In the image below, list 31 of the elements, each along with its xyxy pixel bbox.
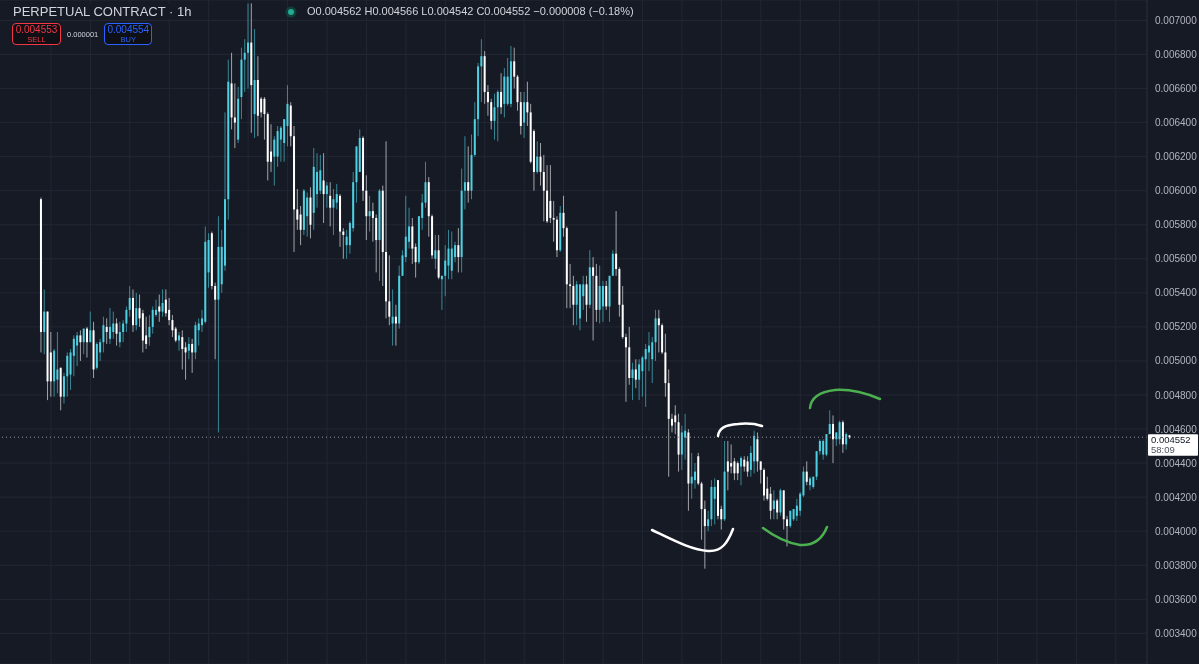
y-tick-label: 0.004800 (1155, 389, 1198, 401)
y-tick-label: 0.004600 (1155, 423, 1198, 435)
y-tick-label: 0.003400 (1155, 627, 1198, 639)
y-tick-label: 0.006000 (1155, 185, 1198, 197)
y-tick-label: 0.004400 (1155, 457, 1198, 469)
annotation: 0.004553 (15, 23, 58, 35)
text: 58:09 (1151, 443, 1175, 455)
y-tick-label: 0.006600 (1155, 83, 1198, 95)
candlestick (786, 515, 789, 548)
y-tick-label: 0.006200 (1155, 151, 1198, 163)
y-tick-label: 0.007000 (1155, 14, 1198, 26)
y-tick-label: 0.005000 (1155, 355, 1198, 367)
y-tick-label: 0.006800 (1155, 49, 1198, 61)
y-tick-label: 0.005600 (1155, 253, 1198, 265)
ref-line-label: 0.004552 (1151, 434, 1191, 446)
y-tick-label: 0.005800 (1155, 219, 1198, 231)
y-tick-label: 0.003600 (1155, 593, 1198, 605)
annotation: O0.004562 H0.004566 L0.004542 C0.004552 −0.000008 (−0.18%) (304, 5, 637, 17)
candlestick (178, 331, 180, 352)
chart-title: PERPETUAL CONTRACT · 1h (10, 4, 195, 19)
candlestick (740, 455, 742, 486)
y-tick-label: 0.004200 (1155, 491, 1198, 503)
y-tick-label: 0.005200 (1155, 321, 1198, 333)
y-tick-label: 0.005400 (1155, 287, 1198, 299)
y-tick-label: 0.003800 (1155, 559, 1198, 571)
y-tick-label: 0.004000 (1155, 525, 1198, 537)
annotation: 0.004554 (107, 23, 150, 35)
candlestick (247, 2, 250, 90)
y-tick-label: 0.006400 (1155, 117, 1198, 129)
candlestick (693, 462, 696, 490)
candlestick (670, 413, 673, 433)
